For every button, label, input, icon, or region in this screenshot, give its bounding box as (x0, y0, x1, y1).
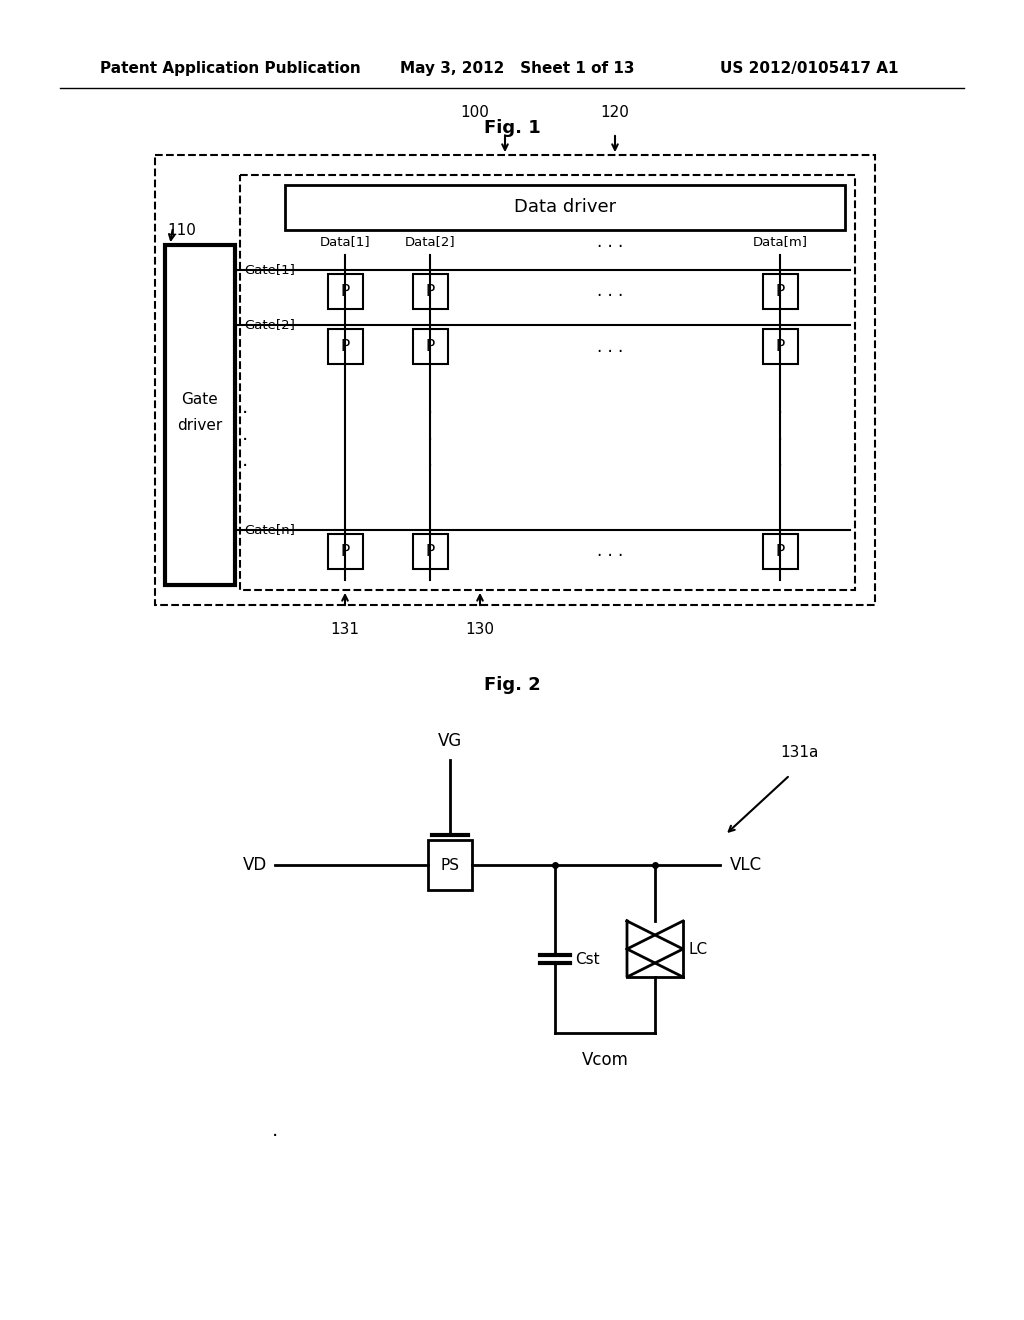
Text: Data[2]: Data[2] (404, 235, 456, 248)
FancyBboxPatch shape (763, 275, 798, 309)
Text: ·
·
·: · · · (242, 404, 248, 477)
Text: P: P (775, 544, 784, 558)
Text: P: P (425, 339, 434, 354)
Text: 131: 131 (331, 622, 359, 638)
Text: US 2012/0105417 A1: US 2012/0105417 A1 (720, 61, 898, 75)
FancyBboxPatch shape (763, 535, 798, 569)
Text: P: P (340, 544, 349, 558)
Text: Fig. 2: Fig. 2 (483, 676, 541, 694)
FancyBboxPatch shape (165, 246, 234, 585)
FancyBboxPatch shape (413, 329, 447, 364)
Text: 100: 100 (461, 106, 489, 120)
Text: Cst: Cst (575, 952, 600, 966)
Text: P: P (340, 339, 349, 354)
Text: Data driver: Data driver (514, 198, 616, 216)
Text: . . .: . . . (597, 282, 624, 301)
Text: Patent Application Publication: Patent Application Publication (100, 61, 360, 75)
Text: Gate[2]: Gate[2] (244, 318, 295, 331)
Text: driver: driver (177, 417, 222, 433)
Text: P: P (425, 544, 434, 558)
Text: May 3, 2012   Sheet 1 of 13: May 3, 2012 Sheet 1 of 13 (400, 61, 635, 75)
Text: Gate: Gate (181, 392, 218, 408)
Text: ·
·
·: · · · (777, 404, 783, 477)
FancyBboxPatch shape (328, 329, 362, 364)
Text: .: . (272, 1121, 279, 1139)
Text: P: P (775, 284, 784, 300)
Text: VG: VG (438, 733, 462, 750)
Text: 131a: 131a (781, 744, 819, 760)
Text: ·
·
·: · · · (427, 404, 433, 477)
Text: PS: PS (440, 858, 460, 873)
Text: . . .: . . . (597, 543, 624, 561)
Text: Fig. 1: Fig. 1 (483, 119, 541, 137)
FancyBboxPatch shape (413, 535, 447, 569)
Text: Vcom: Vcom (582, 1051, 629, 1069)
FancyBboxPatch shape (763, 329, 798, 364)
Text: VD: VD (243, 855, 267, 874)
Text: VLC: VLC (730, 855, 762, 874)
Text: LC: LC (688, 941, 708, 957)
FancyBboxPatch shape (413, 275, 447, 309)
Text: . . .: . . . (597, 234, 624, 251)
Text: 120: 120 (600, 106, 630, 120)
Text: P: P (425, 284, 434, 300)
Text: 110: 110 (167, 223, 196, 238)
Text: Data[m]: Data[m] (753, 235, 808, 248)
Text: Gate[1]: Gate[1] (244, 264, 295, 276)
Text: Gate[n]: Gate[n] (244, 524, 295, 536)
Text: Data[1]: Data[1] (319, 235, 371, 248)
Text: P: P (775, 339, 784, 354)
Text: 130: 130 (466, 622, 495, 638)
Text: . . .: . . . (597, 338, 624, 355)
FancyBboxPatch shape (428, 840, 472, 890)
Text: P: P (340, 284, 349, 300)
FancyBboxPatch shape (328, 535, 362, 569)
FancyBboxPatch shape (328, 275, 362, 309)
